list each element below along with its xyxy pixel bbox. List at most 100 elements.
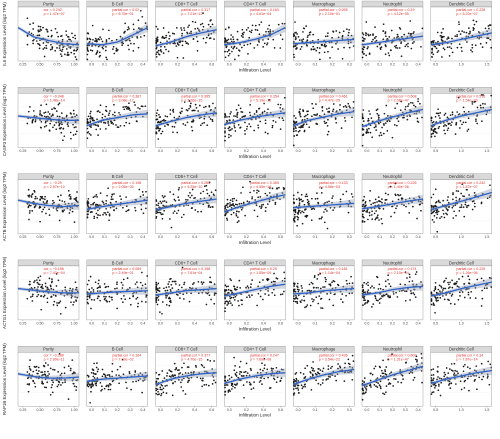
scatter-point xyxy=(340,127,343,130)
scatter-point xyxy=(171,287,174,289)
scatter-point xyxy=(443,129,445,132)
scatter-point xyxy=(224,289,226,291)
scatter-point xyxy=(48,116,51,119)
x-tick-label: 0.4 xyxy=(261,149,266,153)
scatter-point xyxy=(488,196,491,198)
scatter-point xyxy=(389,295,391,297)
panel-title: Neutrophil xyxy=(383,347,402,352)
scatter-point xyxy=(274,201,277,204)
row-0-xlabel: Infiltration Level xyxy=(239,68,271,73)
scatter-point xyxy=(119,365,122,368)
scatter-point xyxy=(107,384,110,387)
scatter-point xyxy=(297,36,300,38)
scatter-point xyxy=(203,115,206,118)
scatter-point xyxy=(94,281,97,284)
scatter-point xyxy=(350,205,353,208)
scatter-point xyxy=(59,300,62,303)
x-tick-label: 0.0 xyxy=(364,235,369,239)
scatter-point xyxy=(156,109,159,112)
x-tick-label: 0.0 xyxy=(364,322,369,326)
scatter-point xyxy=(108,295,111,298)
scatter-point xyxy=(296,302,299,305)
scatter-point xyxy=(236,30,239,33)
scatter-point xyxy=(36,34,39,37)
scatter-point xyxy=(163,209,165,212)
scatter-point xyxy=(126,387,128,389)
scatter-point xyxy=(303,203,306,206)
scatter-point xyxy=(262,203,265,206)
scatter-point xyxy=(374,26,376,29)
scatter-point xyxy=(159,388,162,391)
scatter-point xyxy=(187,380,190,382)
scatter-point xyxy=(52,126,54,129)
scatter-point xyxy=(104,286,107,289)
scatter-point xyxy=(61,123,63,126)
x-tick-label: 0.4 xyxy=(140,322,145,326)
scatter-point xyxy=(365,210,368,213)
scatter-point xyxy=(292,219,295,221)
scatter-point xyxy=(467,117,470,120)
scatter-point xyxy=(205,111,208,114)
scatter-point xyxy=(330,41,333,44)
scatter-point xyxy=(465,31,468,34)
scatter-point xyxy=(303,123,305,125)
scatter-point xyxy=(312,45,314,48)
scatter-point xyxy=(443,216,446,219)
scatter-point xyxy=(472,19,475,22)
scatter-point xyxy=(371,285,373,287)
scatter-point xyxy=(413,293,416,296)
scatter-point xyxy=(224,391,226,393)
scatter-point xyxy=(30,195,32,197)
scatter-point xyxy=(175,283,177,285)
scatter-point xyxy=(250,283,252,285)
scatter-point xyxy=(28,196,30,198)
scatter-point xyxy=(363,377,366,380)
scatter-point xyxy=(442,121,445,124)
scatter-point xyxy=(248,36,251,39)
scatter-point xyxy=(341,37,344,39)
scatter-point xyxy=(188,107,190,110)
scatter-point xyxy=(295,127,297,130)
scatter-point xyxy=(51,391,54,394)
scatter-point xyxy=(227,288,230,291)
scatter-point xyxy=(227,127,230,130)
scatter-point xyxy=(266,112,268,114)
scatter-point xyxy=(296,33,298,35)
scatter-point xyxy=(482,94,484,96)
scatter-point xyxy=(170,283,173,286)
scatter-point xyxy=(88,288,91,291)
x-tick-label: 1.0 xyxy=(459,322,464,326)
scatter-point xyxy=(58,47,61,49)
scatter-point xyxy=(316,192,318,194)
scatter-point xyxy=(471,208,474,211)
scatter-point xyxy=(367,33,369,36)
scatter-point xyxy=(124,22,126,25)
scatter-point xyxy=(76,191,78,193)
scatter-point xyxy=(445,212,447,215)
scatter-point xyxy=(476,278,479,281)
scatter-point xyxy=(42,48,45,50)
scatter-point xyxy=(57,195,59,198)
scatter-point xyxy=(75,58,78,61)
scatter-point xyxy=(120,297,123,300)
scatter-point xyxy=(74,133,77,136)
scatter-point xyxy=(272,119,275,122)
scatter-point xyxy=(51,278,53,280)
scatter-point xyxy=(300,39,303,41)
scatter-point xyxy=(71,210,74,213)
scatter-point xyxy=(120,201,122,204)
scatter-point xyxy=(317,367,320,370)
panel-title: Macrophage xyxy=(312,88,336,93)
scatter-point xyxy=(466,188,468,191)
scatter-point xyxy=(404,45,407,48)
scatter-point xyxy=(321,382,324,384)
scatter-point xyxy=(249,104,251,106)
correlation-label: partial.cor = 0.02 xyxy=(112,8,139,12)
scatter-point xyxy=(163,200,166,202)
scatter-point xyxy=(156,211,159,214)
scatter-point xyxy=(90,307,92,310)
scatter-point xyxy=(407,202,410,205)
